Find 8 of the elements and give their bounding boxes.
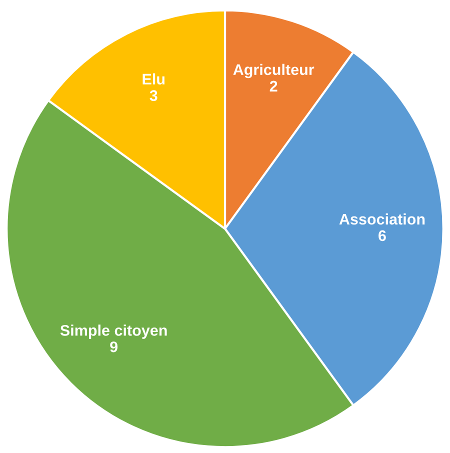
data-label: 6 (378, 230, 386, 242)
slice-label: Agriculteur (233, 64, 314, 78)
data-label: 9 (110, 341, 118, 352)
data-label: 2 (270, 80, 278, 92)
slice-label: Simple citoyen (60, 324, 167, 339)
slice-label: Elu (142, 73, 164, 85)
data-label: 3 (150, 90, 158, 102)
slice-label: Association (339, 213, 425, 225)
